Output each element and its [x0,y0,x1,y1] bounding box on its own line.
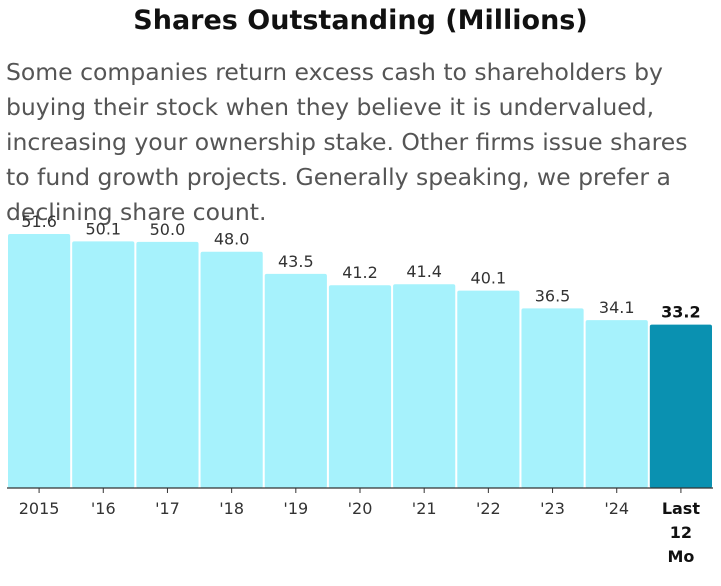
bar-0 [8,234,71,488]
chart-subtitle: Some companies return excess cash to sha… [6,58,688,226]
x-tick-label-8: '23 [540,499,565,518]
chart-title: Shares Outstanding (Millions) [133,5,588,36]
x-tick-label-line: '23 [540,499,565,518]
bar-value-label-8: 36.5 [535,286,571,305]
bar-1 [72,241,135,488]
bar-value-label-2: 50.0 [150,220,186,239]
x-tick-label-line: Last [662,499,701,518]
bar-5 [328,285,392,488]
bar-value-label-0: 51.6 [21,212,57,231]
x-tick-label-3: '18 [219,499,244,518]
bar-2 [136,241,199,488]
x-tick-label-2: '17 [155,499,180,518]
x-tick-label-10: Last 12 Mo [662,499,701,566]
bar-value-label-3: 48.0 [214,230,250,249]
x-tick-label-line: '24 [604,499,629,518]
x-tick-label-line: '21 [412,499,437,518]
x-ticks-group [38,488,682,493]
x-tick-label-line: '17 [155,499,180,518]
bar-4 [264,273,327,488]
value-labels-group: 51.6 50.1 50.0 48.0 43.5 41.2 41.4 40.1 36.5 34.1… [21,212,700,322]
x-tick-label-4: '19 [283,499,308,518]
bar-7 [457,290,520,488]
x-tick-label-5: '20 [348,499,373,518]
x-tick-label-line: 2015 [19,499,60,518]
bar-value-label-7: 40.1 [471,269,507,288]
x-tick-label-1: '16 [91,499,116,518]
bar-10 [649,324,712,488]
bars-group [8,234,712,488]
bar-value-label-10: 33.2 [661,303,700,322]
x-tick-labels-group: 2015 '16 '17 '18 '19 '20 '21 '22 '23 '24 Last 12 Mo [19,499,701,566]
x-tick-label-line: '16 [91,499,116,518]
bar-6 [393,284,456,488]
bar-value-label-6: 41.4 [406,262,442,281]
x-tick-label-9: '24 [604,499,629,518]
bar-value-label-5: 41.2 [342,263,378,282]
x-tick-label-line: '20 [348,499,373,518]
bar-8 [521,308,584,488]
bar-value-label-9: 34.1 [599,298,635,317]
x-tick-label-6: '21 [412,499,437,518]
x-tick-label-0: 2015 [19,499,60,518]
bar-9 [585,320,648,488]
x-tick-label-line: '22 [476,499,501,518]
x-tick-label-line: 12 [670,523,692,542]
x-tick-label-line: Mo [667,547,694,566]
x-tick-label-7: '22 [476,499,501,518]
bar-3 [200,251,263,488]
x-tick-label-line: '19 [283,499,308,518]
bar-value-label-4: 43.5 [278,252,314,271]
x-tick-label-line: '18 [219,499,244,518]
bar-chart: 51.6 50.1 50.0 48.0 43.5 41.2 41.4 40.1 36.5 34.1… [7,212,713,566]
bar-value-label-1: 50.1 [85,219,121,238]
